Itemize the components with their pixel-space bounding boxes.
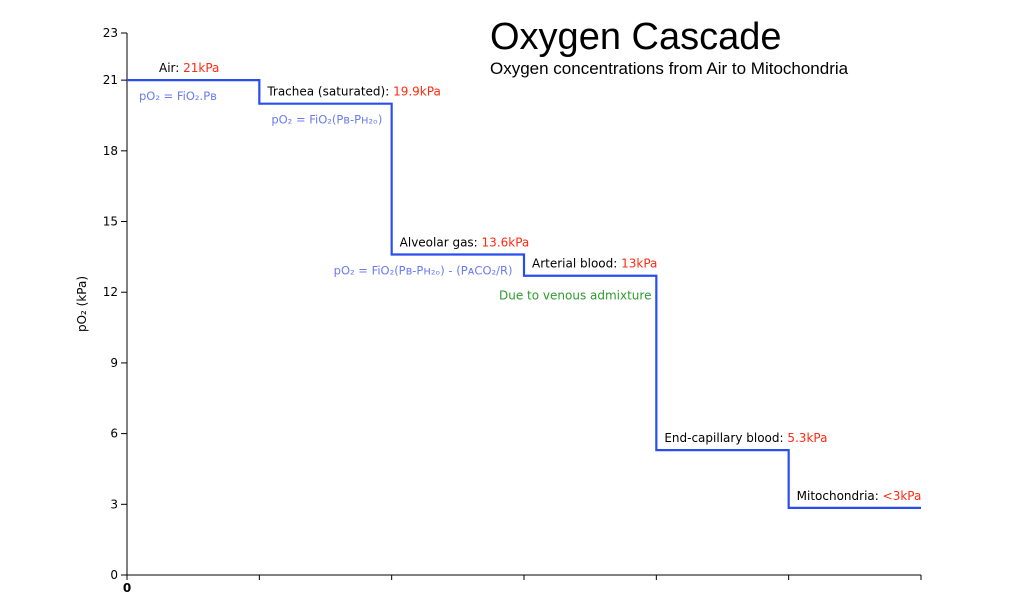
y-tick-label: 9: [110, 356, 118, 370]
y-tick-label: 18: [103, 144, 118, 158]
step-label: Alveolar gas: 13.6kPa: [400, 236, 530, 250]
step-name: Trachea (saturated):: [266, 85, 393, 99]
step-value: 5.3kPa: [787, 431, 827, 445]
step-value: <3kPa: [883, 489, 922, 503]
axes-group: 0 3 6 9 12 15 18 21 23 0 pO₂ (kPa): [75, 26, 922, 595]
step-label: Trachea (saturated): 19.9kPa: [266, 85, 440, 99]
step-name: Alveolar gas:: [400, 236, 482, 250]
step-name: Mitochondria:: [797, 489, 883, 503]
y-axis-label: pO₂ (kPa): [75, 276, 89, 332]
step-value: 21kPa: [183, 61, 219, 75]
step-formula: pO₂ = FiO₂.Pʙ: [139, 89, 217, 103]
y-tick-label: 0: [110, 568, 118, 582]
marks-group: [127, 79, 921, 509]
step-label: Mitochondria: <3kPa: [797, 489, 922, 503]
step-name: Air:: [159, 61, 183, 75]
step-label: Air: 21kPa: [159, 61, 219, 75]
y-tick-label: 3: [110, 497, 118, 511]
step-value: 13kPa: [621, 257, 657, 271]
step-name: Arterial blood:: [532, 257, 621, 271]
labels-group: Air: 21kPa pO₂ = FiO₂.Pʙ Trachea (saturate…: [139, 61, 921, 503]
step-formula: pO₂ = FiO₂(Pʙ-Pʜ₂ₒ): [271, 113, 382, 127]
y-tick-label: 12: [103, 285, 118, 299]
chart-subtitle: Oxygen concentrations from Air to Mitoch…: [490, 59, 849, 78]
step-value: 13.6kPa: [482, 236, 530, 250]
y-tick-label: 6: [110, 427, 118, 441]
y-tick-label: 21: [103, 73, 118, 87]
chart-title: Oxygen Cascade: [490, 16, 782, 58]
step-value: 19.9kPa: [393, 85, 441, 99]
series-step-line: [127, 79, 921, 509]
step-formula: pO₂ = FiO₂(Pʙ-Pʜ₂ₒ) - (PᴀCO₂/R): [334, 264, 513, 278]
step-label: End-capillary blood: 5.3kPa: [664, 431, 827, 445]
x-tick-label: 0: [123, 581, 131, 595]
step-label: Arterial blood: 13kPa: [532, 257, 657, 271]
y-tick-label: 23: [103, 26, 118, 40]
step-name: End-capillary blood:: [664, 431, 787, 445]
y-tick-label: 15: [103, 215, 118, 229]
step-note: Due to venous admixture: [499, 289, 651, 303]
